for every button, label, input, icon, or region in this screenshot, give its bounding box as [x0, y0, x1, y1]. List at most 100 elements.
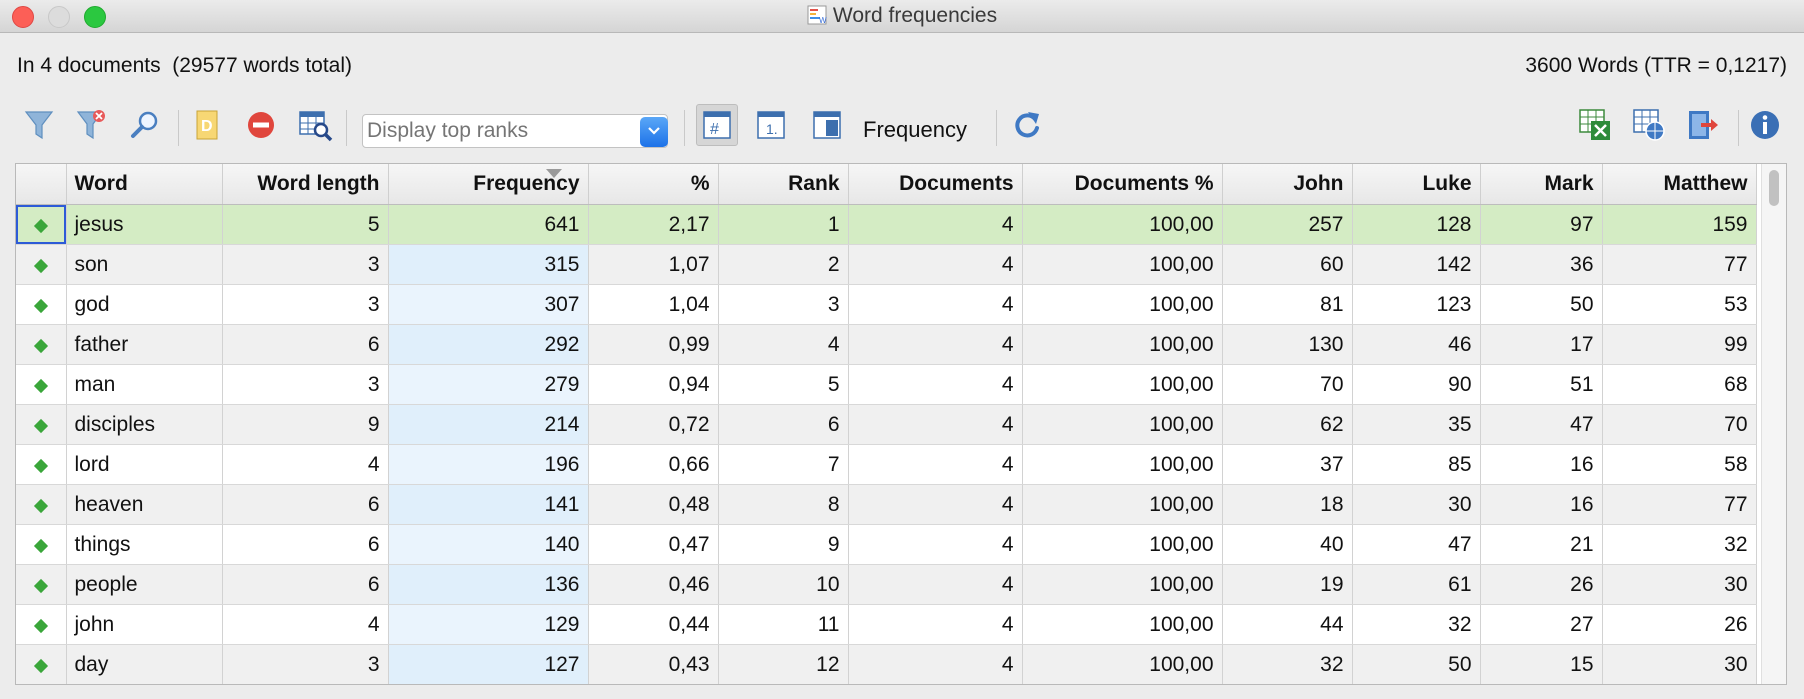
- column-header-mark[interactable]: Mark: [1480, 164, 1603, 205]
- cell-matthew[interactable]: 30: [1602, 564, 1757, 605]
- cell-frequency[interactable]: 136: [388, 564, 589, 605]
- cell-matthew[interactable]: [1602, 685, 1756, 686]
- cell-documents[interactable]: 4: [848, 644, 1023, 684]
- cell-word[interactable]: people: [66, 564, 223, 605]
- cell-documents[interactable]: 4: [848, 484, 1023, 525]
- cell-word-length[interactable]: 3: [222, 644, 389, 684]
- cell-documents-percent[interactable]: 100,00: [1022, 404, 1223, 445]
- cell-frequency[interactable]: 129: [388, 604, 589, 645]
- cell-documents-percent[interactable]: 100,00: [1022, 484, 1223, 525]
- row-marker-cell[interactable]: [16, 604, 67, 645]
- cell-word-length[interactable]: 9: [222, 404, 389, 445]
- column-header-documents[interactable]: Documents: [848, 164, 1023, 205]
- cell-word-length[interactable]: 4: [222, 604, 389, 645]
- export-button[interactable]: [1682, 104, 1724, 146]
- table-row[interactable]: disciples 9 214 0,72 6 4 100,00 62 35 47 70: [16, 404, 1757, 445]
- cell-luke[interactable]: 61: [1352, 564, 1481, 605]
- cell-documents[interactable]: 4: [848, 364, 1023, 405]
- cell-percent[interactable]: 0,46: [588, 564, 719, 605]
- cell-percent[interactable]: 0,94: [588, 364, 719, 405]
- cell-rank[interactable]: 2: [718, 244, 849, 285]
- cell-frequency[interactable]: 279: [388, 364, 589, 405]
- table-row[interactable]: father 6 292 0,99 4 4 100,00 130 46 17 99: [16, 324, 1757, 365]
- cell-percent[interactable]: 2,17: [588, 204, 719, 245]
- table-row[interactable]: jesus 5 641 2,17 1 4 100,00 257 128 97 159: [16, 204, 1757, 245]
- column-header-documents-percent[interactable]: Documents %: [1022, 164, 1223, 205]
- web-export-button[interactable]: [1628, 104, 1670, 146]
- column-header-luke[interactable]: Luke: [1352, 164, 1481, 205]
- column-header-frequency[interactable]: Frequency: [388, 164, 589, 205]
- cell-percent[interactable]: 0,66: [588, 444, 719, 485]
- row-marker-cell[interactable]: [16, 644, 67, 684]
- cell-luke[interactable]: 30: [1352, 484, 1481, 525]
- cell-mark[interactable]: 47: [1480, 404, 1603, 445]
- cell-documents-percent[interactable]: 100,00: [1022, 324, 1223, 365]
- cell-rank[interactable]: 7: [718, 444, 849, 485]
- cell-matthew[interactable]: 32: [1602, 524, 1757, 565]
- cell-word-length[interactable]: 6: [222, 324, 389, 365]
- cell-documents[interactable]: 4: [848, 204, 1023, 245]
- cell-rank[interactable]: 3: [718, 284, 849, 325]
- row-marker-cell[interactable]: [16, 564, 67, 605]
- cell-word-length[interactable]: 5: [222, 204, 389, 245]
- cell-john[interactable]: 81: [1222, 284, 1353, 325]
- cell-rank[interactable]: 10: [718, 564, 849, 605]
- cell-word[interactable]: god: [66, 284, 223, 325]
- row-marker-cell[interactable]: [16, 524, 67, 565]
- column-header-john[interactable]: John: [1222, 164, 1353, 205]
- document-column-toggle[interactable]: [806, 104, 848, 146]
- cell-mark[interactable]: 26: [1480, 564, 1603, 605]
- cell-documents-percent[interactable]: 100,00: [1022, 284, 1223, 325]
- cell-john[interactable]: 18: [1222, 484, 1353, 525]
- row-marker-cell[interactable]: [16, 284, 67, 325]
- cell-word[interactable]: father: [66, 324, 223, 365]
- display-top-ranks-input[interactable]: [367, 117, 617, 145]
- cell-frequency[interactable]: 641: [388, 204, 589, 245]
- cell-matthew[interactable]: 99: [1602, 324, 1757, 365]
- table-row[interactable]: people 6 136 0,46 10 4 100,00 19 61 26 30: [16, 564, 1757, 605]
- cell-luke[interactable]: 46: [1352, 324, 1481, 365]
- cell-documents-percent[interactable]: 100,00: [1022, 604, 1223, 645]
- cell-mark[interactable]: 36: [1480, 244, 1603, 285]
- cell-rank[interactable]: 1: [718, 204, 849, 245]
- cell-frequency[interactable]: [388, 685, 588, 686]
- cell-john[interactable]: 60: [1222, 244, 1353, 285]
- vertical-scrollbar[interactable]: [1761, 164, 1786, 684]
- cell-john[interactable]: 257: [1222, 204, 1353, 245]
- cell-word-length[interactable]: 4: [222, 444, 389, 485]
- table-row[interactable]: [16, 685, 1756, 686]
- cell-john[interactable]: 130: [1222, 324, 1353, 365]
- cell-luke[interactable]: 123: [1352, 284, 1481, 325]
- cell-mark[interactable]: 15: [1480, 644, 1603, 684]
- cell-matthew[interactable]: 26: [1602, 604, 1757, 645]
- refresh-button[interactable]: [1006, 104, 1048, 146]
- number-column-toggle[interactable]: #: [696, 104, 738, 146]
- cell-word[interactable]: man: [66, 364, 223, 405]
- cell-matthew[interactable]: 159: [1602, 204, 1757, 245]
- cell-frequency[interactable]: 196: [388, 444, 589, 485]
- cell-frequency[interactable]: 140: [388, 524, 589, 565]
- column-header-matthew[interactable]: Matthew: [1602, 164, 1757, 205]
- cell-matthew[interactable]: 77: [1602, 244, 1757, 285]
- cell-documents[interactable]: 4: [848, 244, 1023, 285]
- cell-matthew[interactable]: 58: [1602, 444, 1757, 485]
- cell-luke[interactable]: 85: [1352, 444, 1481, 485]
- cell-rank[interactable]: 11: [718, 604, 849, 645]
- cell-word[interactable]: lord: [66, 444, 223, 485]
- cell-documents[interactable]: 4: [848, 284, 1023, 325]
- cell-mark[interactable]: 97: [1480, 204, 1603, 245]
- cell-luke[interactable]: [1352, 685, 1480, 686]
- cell-documents-percent[interactable]: 100,00: [1022, 644, 1223, 684]
- table-row[interactable]: day 3 127 0,43 12 4 100,00 32 50 15 30: [16, 644, 1757, 684]
- cell-john[interactable]: 19: [1222, 564, 1353, 605]
- cell-documents-percent[interactable]: 100,00: [1022, 244, 1223, 285]
- cell-documents-percent[interactable]: 100,00: [1022, 524, 1223, 565]
- search-button[interactable]: [124, 104, 166, 146]
- cell-percent[interactable]: [588, 685, 718, 686]
- cell-rank[interactable]: 4: [718, 324, 849, 365]
- cell-percent[interactable]: 1,04: [588, 284, 719, 325]
- cell-frequency[interactable]: 315: [388, 244, 589, 285]
- cell-documents[interactable]: 4: [848, 444, 1023, 485]
- cell-luke[interactable]: 50: [1352, 644, 1481, 684]
- stop-word-button[interactable]: [240, 104, 282, 146]
